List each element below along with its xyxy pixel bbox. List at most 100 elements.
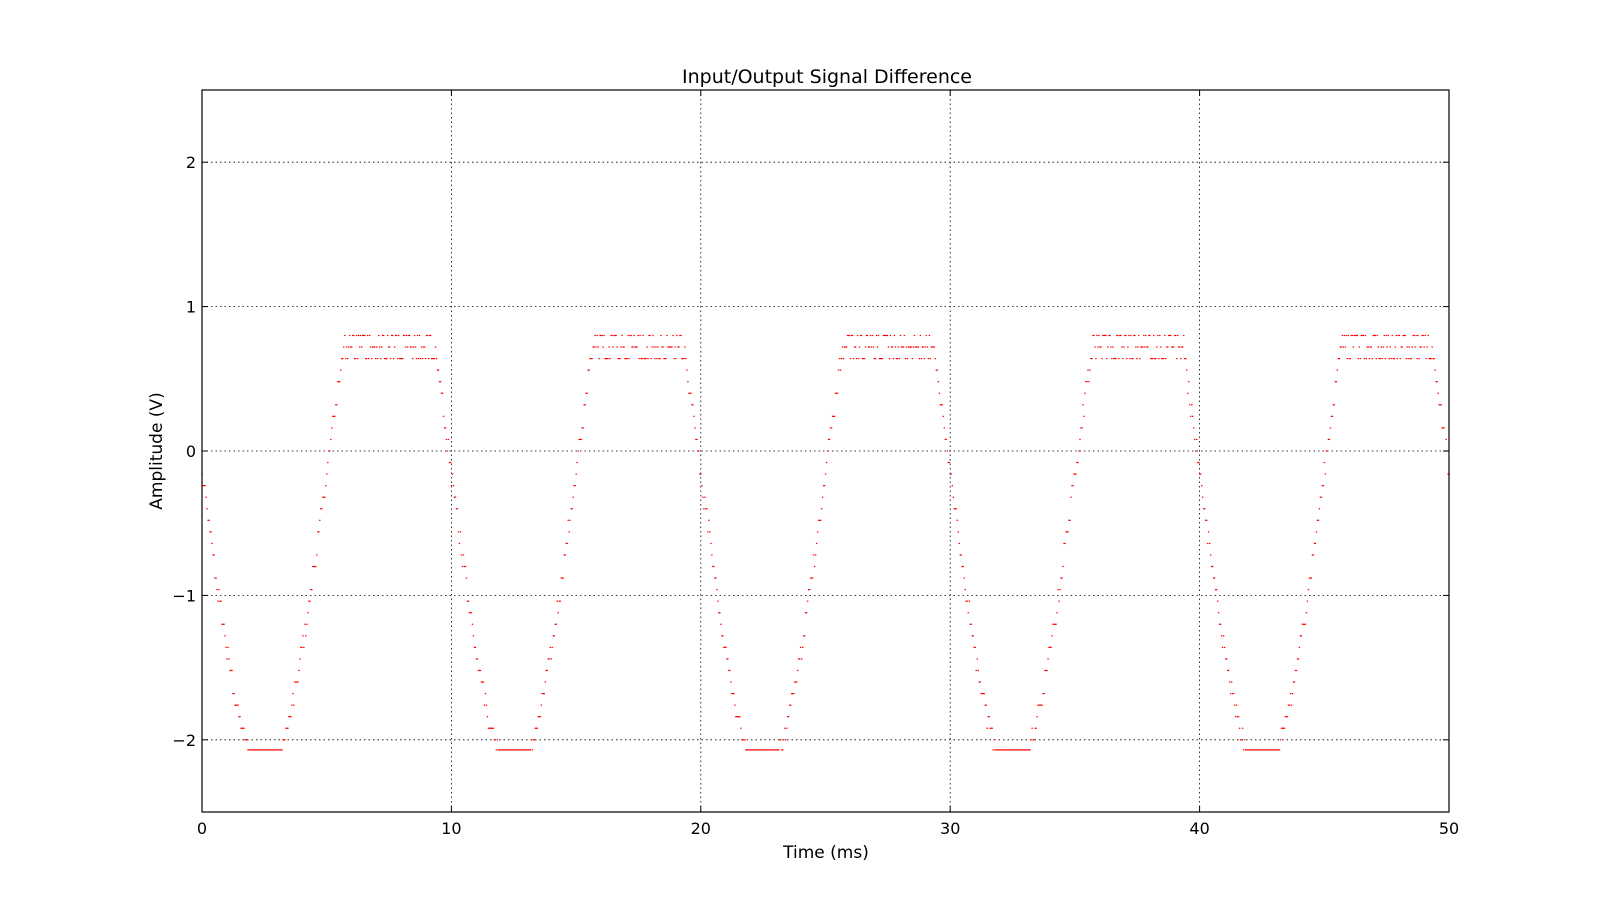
- data-point: [1276, 749, 1279, 751]
- data-point: [1398, 334, 1400, 337]
- data-point: [1317, 519, 1320, 521]
- data-point: [1293, 681, 1296, 683]
- data-point: [851, 334, 854, 337]
- data-point: [1273, 749, 1276, 751]
- data-point: [251, 749, 253, 751]
- data-point: [409, 346, 412, 348]
- data-point: [1099, 346, 1101, 348]
- data-point: [799, 646, 802, 648]
- data-point: [483, 704, 486, 706]
- data-point: [307, 612, 309, 614]
- data-point: [930, 346, 933, 348]
- data-point: [277, 749, 279, 751]
- data-point: [1326, 450, 1329, 452]
- data-point: [1387, 334, 1389, 337]
- data-point: [338, 381, 340, 383]
- data-point: [1255, 749, 1258, 751]
- data-point: [1156, 346, 1158, 348]
- data-point: [1270, 749, 1273, 751]
- data-point: [846, 334, 849, 337]
- data-point: [500, 749, 503, 751]
- data-point: [670, 346, 672, 348]
- data-point: [758, 749, 760, 751]
- data-point: [1074, 473, 1076, 475]
- data-point: [1185, 357, 1187, 360]
- data-point: [1064, 542, 1066, 545]
- data-point: [477, 669, 480, 672]
- data-point: [1140, 346, 1142, 348]
- data-point: [209, 531, 211, 533]
- data-point: [1291, 692, 1294, 695]
- data-point: [1256, 749, 1259, 751]
- data-point: [1314, 542, 1317, 545]
- data-point: [1242, 749, 1245, 751]
- data-point: [350, 346, 352, 348]
- data-point: [968, 600, 970, 602]
- data-point: [1107, 346, 1109, 348]
- data-point: [1118, 357, 1120, 360]
- data-point: [559, 600, 561, 602]
- data-point: [1096, 334, 1098, 337]
- data-point: [381, 334, 384, 337]
- data-point: [958, 542, 960, 545]
- data-point: [842, 357, 845, 360]
- data-point: [690, 392, 692, 394]
- data-point: [514, 749, 517, 751]
- data-point: [523, 749, 526, 751]
- data-point: [900, 346, 903, 348]
- data-point: [1166, 346, 1168, 348]
- data-point: [776, 749, 778, 751]
- data-point: [984, 704, 986, 706]
- data-point: [969, 623, 971, 625]
- data-point: [1035, 727, 1037, 729]
- data-point: [1257, 749, 1260, 751]
- data-point: [1097, 346, 1099, 348]
- data-point: [610, 334, 612, 337]
- data-point: [1294, 669, 1297, 672]
- data-point: [1352, 346, 1355, 348]
- data-point: [244, 739, 246, 741]
- data-point: [1183, 334, 1185, 337]
- data-point: [1342, 346, 1345, 348]
- data-point: [797, 658, 800, 660]
- data-point: [1176, 357, 1178, 360]
- data-point: [1386, 346, 1388, 348]
- data-point: [574, 485, 576, 487]
- data-point: [1321, 485, 1324, 487]
- data-point: [1046, 669, 1048, 672]
- data-point: [749, 749, 751, 751]
- data-point: [1221, 646, 1224, 648]
- data-point: [349, 334, 351, 337]
- data-point: [985, 704, 987, 706]
- data-point: [1154, 357, 1156, 360]
- data-point: [1109, 334, 1111, 337]
- data-point: [1201, 496, 1204, 498]
- data-point: [819, 519, 822, 521]
- data-point: [1319, 496, 1322, 498]
- data-point: [624, 357, 626, 360]
- data-point: [1114, 357, 1116, 360]
- data-point: [1247, 749, 1250, 751]
- data-point: [562, 577, 564, 579]
- data-point: [731, 692, 733, 695]
- data-point: [1011, 749, 1013, 751]
- data-point: [1418, 357, 1420, 360]
- data-point: [605, 357, 607, 360]
- data-point: [722, 635, 724, 637]
- data-point: [475, 658, 478, 660]
- data-point: [571, 508, 573, 510]
- data-point: [967, 612, 969, 614]
- data-point: [620, 346, 622, 348]
- data-point: [380, 346, 383, 348]
- data-point: [1289, 692, 1292, 695]
- data-point: [211, 542, 213, 545]
- x-axis-title: Time (ms): [782, 843, 869, 863]
- data-point: [738, 716, 740, 718]
- data-point: [1240, 739, 1243, 741]
- data-point: [541, 692, 543, 695]
- data-point: [1072, 485, 1074, 487]
- data-point: [258, 749, 260, 751]
- data-point: [696, 438, 698, 441]
- data-point: [1385, 334, 1387, 337]
- data-point: [462, 554, 465, 556]
